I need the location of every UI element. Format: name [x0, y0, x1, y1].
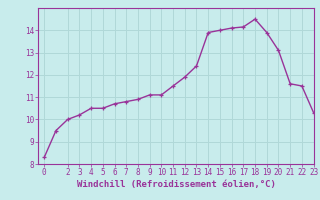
- X-axis label: Windchill (Refroidissement éolien,°C): Windchill (Refroidissement éolien,°C): [76, 180, 276, 189]
